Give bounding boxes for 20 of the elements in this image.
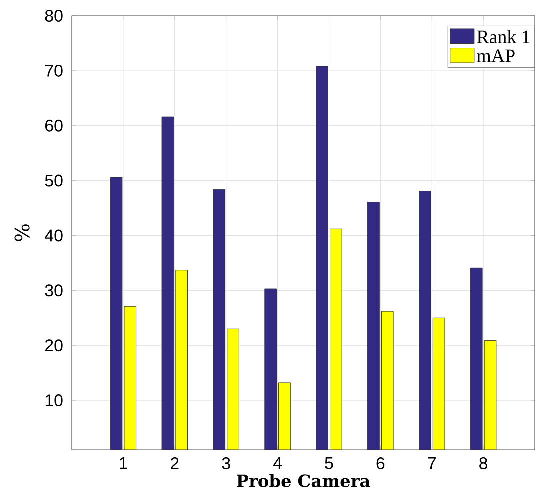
x-tick-label: 7	[428, 458, 436, 470]
y-tick-label: 20	[46, 340, 63, 352]
legend-label: Rank 1	[477, 30, 530, 44]
x-tick-label: 5	[325, 458, 334, 470]
x-tick-label: 4	[273, 458, 282, 470]
x-tick-label: 6	[376, 458, 385, 470]
y-tick-label: 40	[45, 230, 63, 242]
x-axis-title: Probe Camera	[237, 474, 370, 488]
x-tick-label: 2	[171, 458, 179, 470]
x-tick-label: 3	[222, 458, 230, 470]
y-tick-label: 50	[45, 174, 63, 187]
y-tick-label: 70	[46, 64, 63, 77]
y-tick-label: 30	[45, 284, 63, 297]
x-tick-label: 8	[480, 458, 488, 470]
x-tick-label: 1	[120, 458, 128, 470]
y-tick-label: 10	[46, 394, 63, 407]
legend-label: mAP	[477, 50, 515, 62]
y-axis-title: %	[14, 224, 30, 242]
y-tick-label: 80	[45, 10, 63, 22]
y-tick-label: 60	[46, 120, 63, 132]
